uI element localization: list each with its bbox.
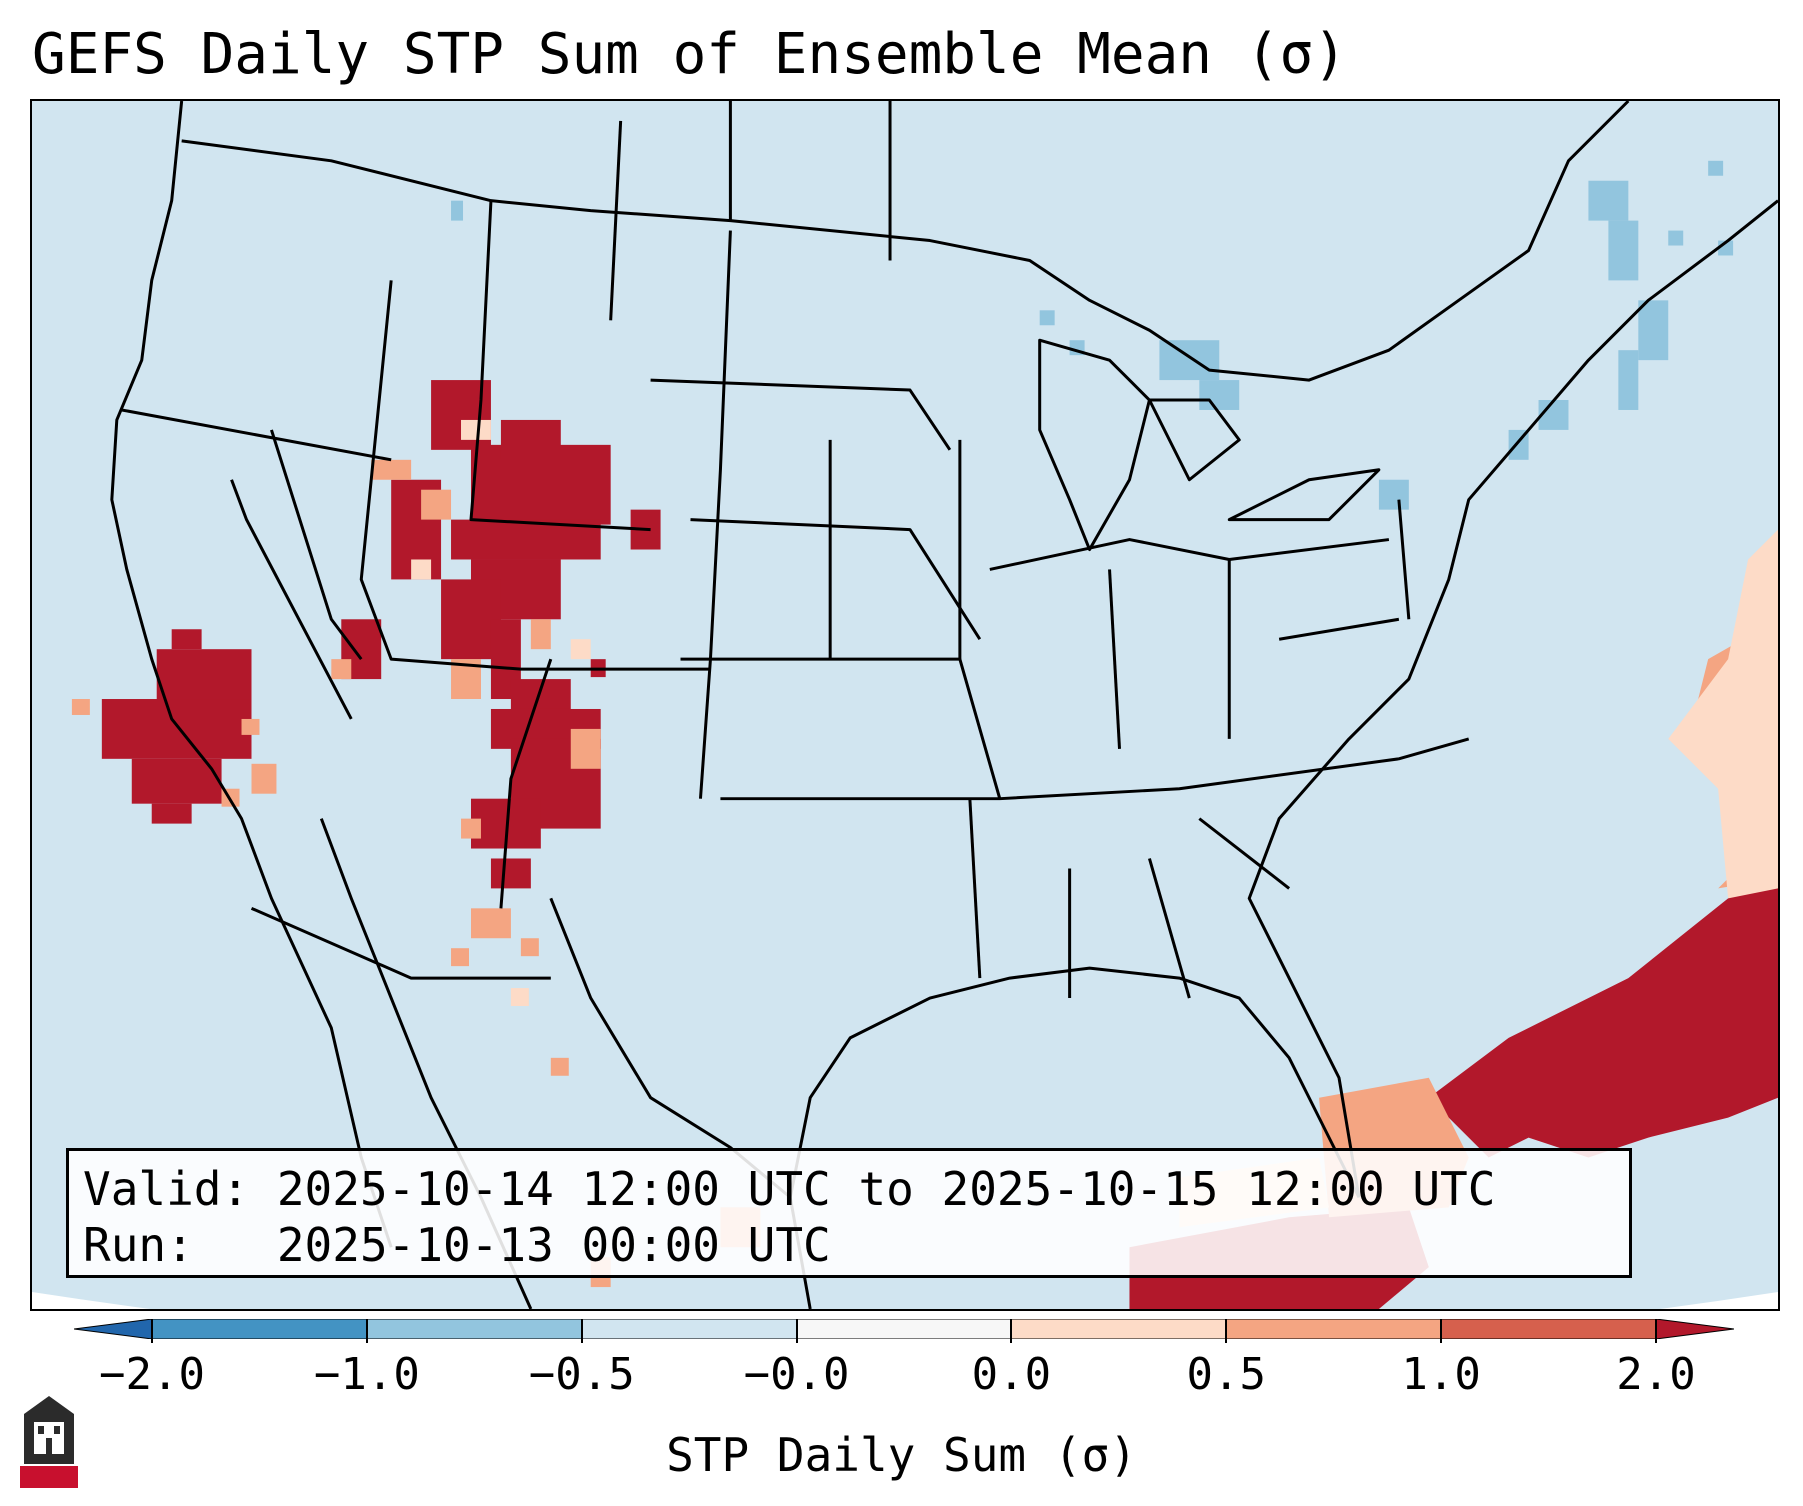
niu-logo — [20, 1394, 78, 1488]
colorbar-tick-mark — [580, 1319, 583, 1343]
colorbar-tick-label: 0.0 — [971, 1349, 1052, 1400]
colorbar-bin — [366, 1319, 583, 1339]
colorbar-bin — [581, 1319, 798, 1339]
colorbar-ticks: −2.0 −1.0 −0.5 −0.0 0.0 0.5 1.0 2.0 — [0, 1319, 1803, 1400]
stp-cells-rockies-light — [331, 459, 601, 1076]
colorbar-tick-mark — [795, 1319, 798, 1343]
colorbar-bin — [1655, 1319, 1734, 1339]
colorbar-tick-label: 1.0 — [1401, 1349, 1481, 1400]
valid-time-text: Valid: 2025-10-14 12:00 UTC to 2025-10-1… — [83, 1162, 1496, 1216]
colorbar-bin — [1225, 1319, 1442, 1339]
colorbar-label: STP Daily Sum (σ) — [666, 1428, 1137, 1482]
colorbar-bins — [74, 1319, 1734, 1339]
colorbar-tick-label: −0.5 — [528, 1349, 635, 1400]
colorbar-tick-label: −1.0 — [313, 1349, 420, 1400]
colorbar-tick-label: 2.0 — [1616, 1349, 1696, 1400]
logo-icon — [20, 1396, 78, 1488]
colorbar-tick-mark — [1440, 1319, 1443, 1343]
colorbar-tick-label: −2.0 — [99, 1349, 205, 1400]
colorbar-tick-mark — [1010, 1319, 1013, 1343]
colorbar-bin — [1440, 1319, 1657, 1339]
colorbar-bin — [151, 1319, 368, 1339]
colorbar-bin — [1010, 1319, 1227, 1339]
colorbar-tick-mark — [151, 1319, 153, 1343]
colorbar-bin — [74, 1319, 153, 1339]
colorbar-bin — [796, 1319, 1012, 1339]
map-borders — [110, 101, 1778, 1309]
stp-cells-california — [101, 629, 252, 824]
validity-info-box: Valid: 2025-10-14 12:00 UTC to 2025-10-1… — [66, 1148, 1632, 1278]
colorbar-tick-mark — [1225, 1319, 1228, 1343]
colorbar-tick-label: 0.5 — [1186, 1349, 1267, 1400]
colorbar-tick-mark — [365, 1319, 368, 1343]
stp-cells-california-light — [71, 699, 277, 807]
colorbar-tick-mark — [1655, 1319, 1657, 1343]
map-panel — [30, 99, 1780, 1311]
run-time-text: Run: 2025-10-13 00:00 UTC — [83, 1218, 831, 1272]
chart-title: GEFS Daily STP Sum of Ensemble Mean (σ) — [32, 22, 1347, 87]
colorbar-tick-label: −0.0 — [743, 1349, 850, 1400]
colorbar — [74, 1319, 1734, 1339]
map-canvas — [32, 101, 1778, 1309]
stp-cells-rockies-pale — [411, 419, 591, 1007]
